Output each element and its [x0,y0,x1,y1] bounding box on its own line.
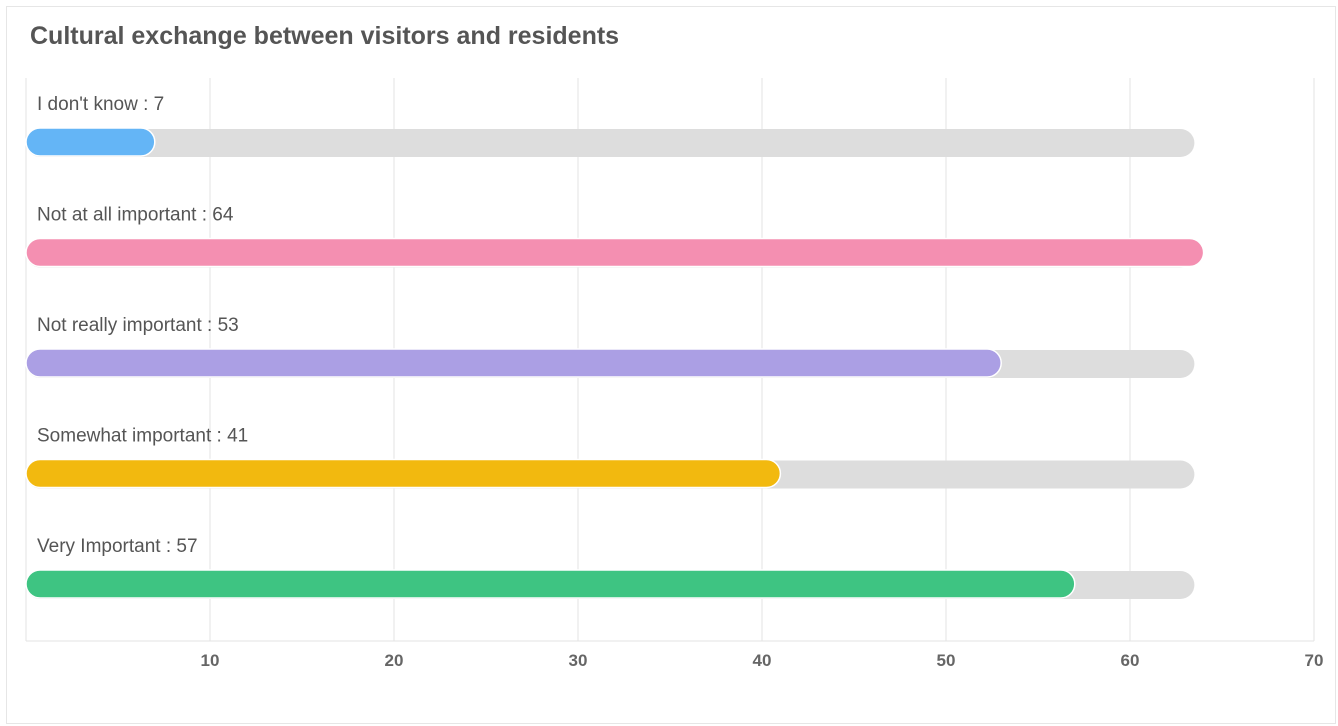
bar-label: Very Important : 57 [37,536,198,557]
bar-row: Not really important : 53 [25,315,1195,378]
bar [25,569,1076,599]
bar-label: I don't know : 7 [37,94,164,115]
bar-label: Not really important : 53 [37,315,239,336]
x-tick-label: 30 [569,651,588,670]
chart-title: Cultural exchange between visitors and r… [30,22,620,50]
x-tick-label: 60 [1121,651,1140,670]
bar-row: I don't know : 7 [25,94,1195,157]
bar-row: Somewhat important : 41 [25,426,1195,489]
x-tick-label: 70 [1305,651,1324,670]
x-tick-label: 40 [753,651,772,670]
bar-track [26,129,1195,157]
bar [25,127,156,157]
x-tick-label: 20 [385,651,404,670]
bar [25,348,1002,378]
bar-label: Somewhat important : 41 [37,426,248,447]
x-tick-label: 50 [937,651,956,670]
bar-label: Not at all important : 64 [37,205,234,226]
bar [25,237,1205,268]
x-tick-label: 10 [201,651,220,670]
bar [25,458,782,489]
bar-row: Very Important : 57 [25,536,1195,599]
bar-row: Not at all important : 64 [25,205,1205,268]
